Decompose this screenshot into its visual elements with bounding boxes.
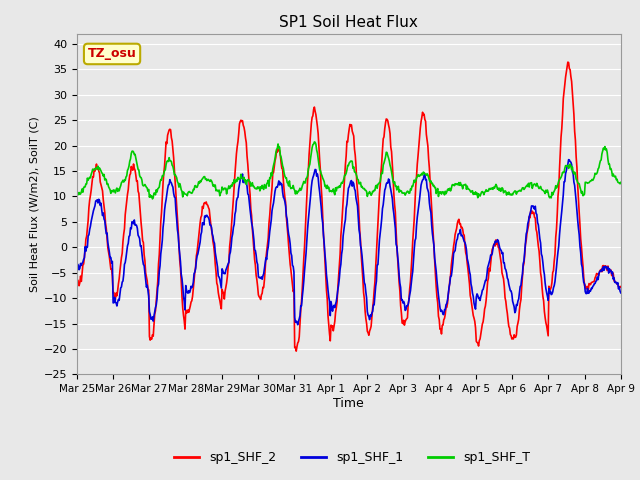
Line: sp1_SHF_T: sp1_SHF_T [77,142,621,199]
Line: sp1_SHF_2: sp1_SHF_2 [77,62,621,351]
sp1_SHF_2 [292,348,300,354]
sp1_SHF_2 [564,59,572,65]
sp1_SHF_1 [83,244,90,250]
sp1_SHF_2 [83,233,90,239]
sp1_SHF_1 [416,196,424,202]
sp1_SHF_1 [223,265,230,271]
sp1_SHF_1 [139,257,147,263]
sp1_SHF_T [417,172,424,178]
Y-axis label: Soil Heat Flux (W/m2), SoilT (C): Soil Heat Flux (W/m2), SoilT (C) [29,116,40,292]
sp1_SHF_2 [139,238,147,243]
sp1_SHF_T [139,182,147,188]
sp1_SHF_2 [617,284,625,290]
sp1_SHF_T [310,139,318,145]
Title: SP1 Soil Heat Flux: SP1 Soil Heat Flux [280,15,418,30]
Line: sp1_SHF_1: sp1_SHF_1 [77,160,621,325]
sp1_SHF_1 [73,259,81,264]
sp1_SHF_1 [617,290,625,296]
sp1_SHF_2 [194,241,202,247]
X-axis label: Time: Time [333,397,364,410]
sp1_SHF_1 [564,157,572,163]
Text: TZ_osu: TZ_osu [88,48,136,60]
sp1_SHF_2 [431,272,439,277]
sp1_SHF_T [73,193,81,199]
sp1_SHF_T [83,181,90,187]
sp1_SHF_T [617,180,625,185]
sp1_SHF_T [148,196,156,202]
sp1_SHF_1 [294,322,301,328]
sp1_SHF_2 [416,133,424,139]
sp1_SHF_T [433,191,440,196]
sp1_SHF_1 [431,262,439,267]
sp1_SHF_T [195,179,202,185]
Legend: sp1_SHF_2, sp1_SHF_1, sp1_SHF_T: sp1_SHF_2, sp1_SHF_1, sp1_SHF_T [169,446,535,469]
sp1_SHF_2 [223,280,230,286]
sp1_SHF_T [223,187,231,192]
sp1_SHF_2 [73,279,81,285]
sp1_SHF_1 [194,251,202,257]
